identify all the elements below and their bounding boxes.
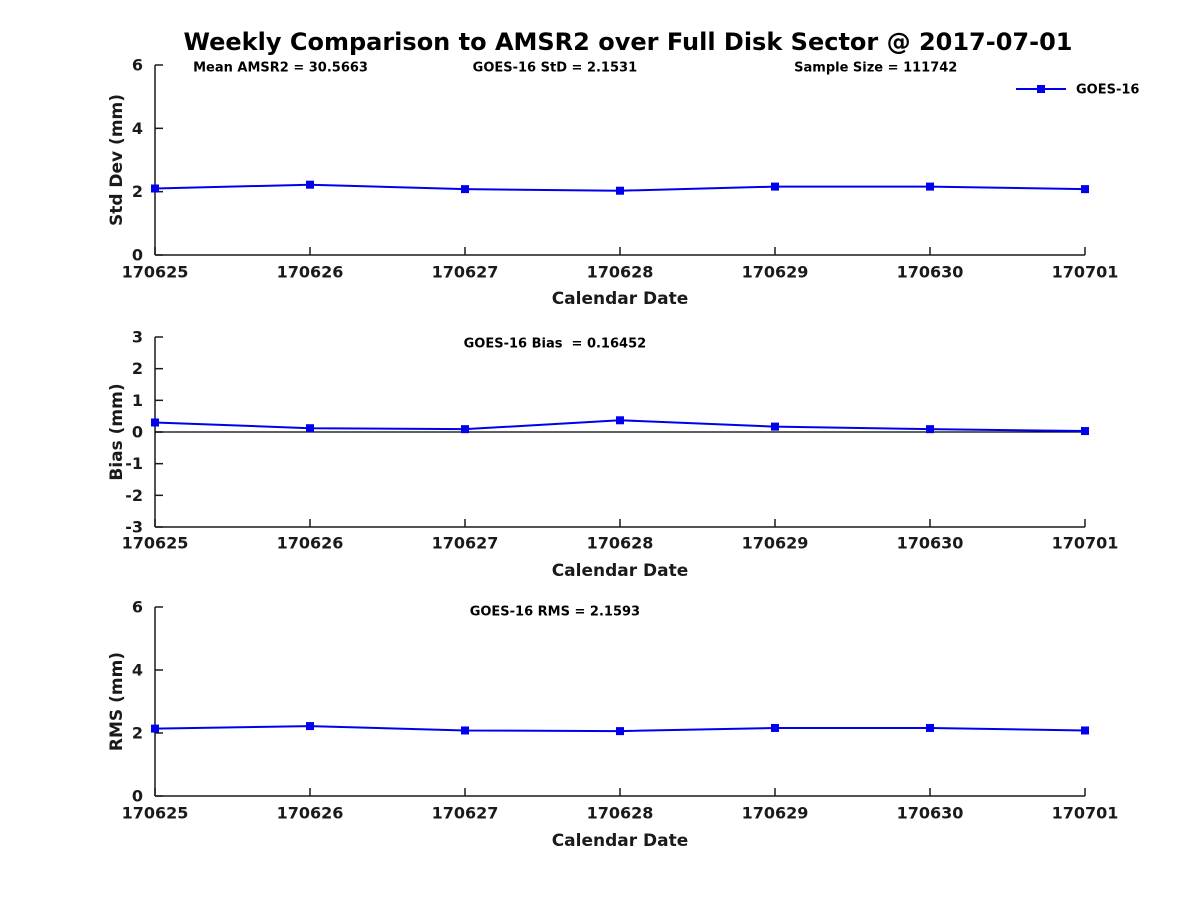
rms-y-tick-label: 4	[132, 661, 143, 680]
bias-marker	[616, 416, 624, 425]
rms-x-tick-label: 170628	[587, 804, 654, 823]
std-dev-marker	[771, 182, 779, 191]
subplot-bias: -3 -2 -1 0 1 2 3 170625 170626 170627 170628 170629…	[107, 328, 1118, 582]
std-dev-marker	[616, 186, 624, 195]
bias-marker	[151, 418, 159, 427]
std-dev-x-axis-label: Calendar Date	[552, 289, 689, 309]
bias-y-tick-label: 1	[132, 391, 143, 410]
bias-x-tick-label: 170629	[742, 534, 809, 553]
rms-x-tick-label: 170630	[897, 804, 964, 823]
bias-y-tick-label: 0	[132, 423, 143, 442]
subplot-rms: 0 2 4 6 170625 170626 170627 170628 170629 170630…	[107, 598, 1118, 852]
std-dev-x-tick-label: 170625	[122, 263, 189, 282]
bias-x-axis-label: Calendar Date	[552, 561, 689, 581]
legend-label: GOES-16	[1076, 83, 1139, 98]
rms-marker	[771, 723, 779, 732]
rms-x-tick-label: 170625	[122, 804, 189, 823]
rms-marker	[926, 723, 934, 732]
std-dev-marker	[461, 185, 469, 194]
bias-y-tick-label: -3	[125, 518, 143, 537]
rms-marker	[306, 722, 314, 731]
bias-marker	[306, 424, 314, 433]
std-dev-x-tick-label: 170630	[897, 263, 964, 282]
bias-x-tick-label: 170701	[1052, 534, 1119, 553]
bias-x-tick-label: 170628	[587, 534, 654, 553]
rms-x-axis-label: Calendar Date	[552, 831, 689, 851]
bias-y-axis-label: Bias (mm)	[107, 383, 127, 480]
rms-marker	[1081, 726, 1089, 735]
std-dev-marker	[1081, 185, 1089, 194]
rms-marker	[616, 727, 624, 736]
std-dev-x-tick-label: 170626	[277, 263, 344, 282]
std-dev-y-tick-label: 4	[132, 119, 143, 138]
std-dev-annotation: Sample Size = 111742	[794, 61, 957, 76]
std-dev-y-tick-label: 6	[132, 56, 143, 75]
legend: GOES-16	[1016, 83, 1139, 98]
std-dev-y-tick-label: 0	[132, 246, 143, 265]
rms-annotation: GOES-16 RMS = 2.1593	[470, 605, 640, 620]
std-dev-marker	[306, 180, 314, 189]
std-dev-x-tick-label: 170627	[432, 263, 499, 282]
std-dev-marker	[926, 182, 934, 191]
bias-x-tick-label: 170625	[122, 534, 189, 553]
std-dev-y-axis-label: Std Dev (mm)	[107, 94, 127, 226]
bias-marker	[926, 425, 934, 434]
rms-x-tick-label: 170701	[1052, 804, 1119, 823]
rms-marker	[461, 726, 469, 735]
subplot-std-dev: 0 2 4 6 170625 170626 170627 170628 170629 170630…	[107, 56, 1139, 310]
std-dev-y-tick-label: 2	[132, 182, 143, 201]
bias-marker	[461, 425, 469, 434]
rms-x-tick-label: 170629	[742, 804, 809, 823]
bias-y-tick-label: -2	[125, 486, 143, 505]
std-dev-x-tick-label: 170628	[587, 263, 654, 282]
bias-x-tick-label: 170626	[277, 534, 344, 553]
std-dev-x-tick-label: 170701	[1052, 263, 1119, 282]
rms-x-tick-label: 170626	[277, 804, 344, 823]
bias-y-tick-label: 3	[132, 328, 143, 347]
std-dev-annotation: Mean AMSR2 = 30.5663	[193, 61, 368, 76]
bias-x-tick-label: 170627	[432, 534, 499, 553]
std-dev-annotation: GOES-16 StD = 2.1531	[473, 61, 637, 76]
std-dev-marker	[151, 184, 159, 193]
legend-marker	[1037, 85, 1045, 93]
std-dev-x-tick-label: 170629	[742, 263, 809, 282]
bias-y-tick-label: 2	[132, 359, 143, 378]
bias-annotation: GOES-16 Bias = 0.16452	[464, 337, 647, 352]
bias-marker	[771, 422, 779, 431]
bias-marker	[1081, 427, 1089, 436]
rms-y-tick-label: 2	[132, 724, 143, 743]
rms-y-axis-label: RMS (mm)	[107, 652, 127, 751]
rms-x-tick-label: 170627	[432, 804, 499, 823]
bias-x-tick-label: 170630	[897, 534, 964, 553]
rms-marker	[151, 724, 159, 733]
rms-y-tick-label: 6	[132, 598, 143, 617]
rms-y-tick-label: 0	[132, 787, 143, 806]
page-title: Weekly Comparison to AMSR2 over Full Dis…	[183, 28, 1073, 56]
bias-y-tick-label: -1	[125, 454, 143, 473]
